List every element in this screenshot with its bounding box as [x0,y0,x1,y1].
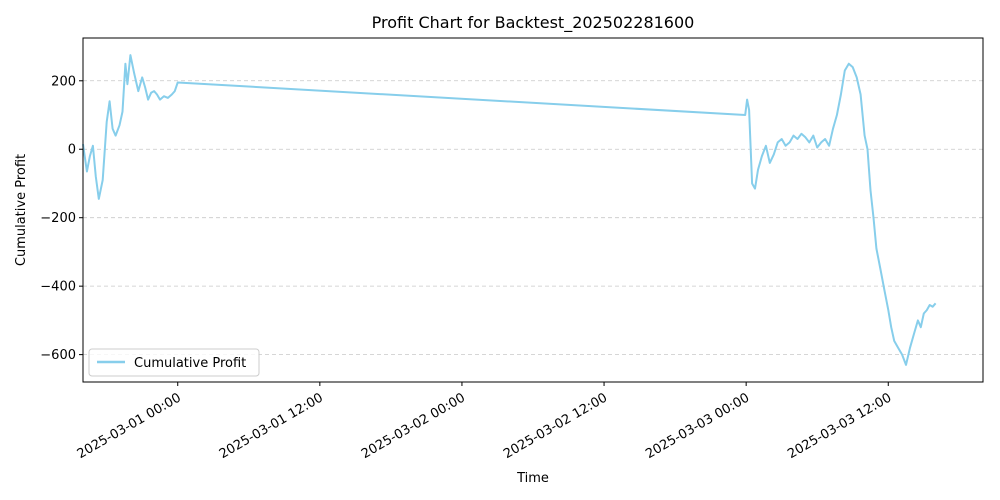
y-tick-label: 0 [68,143,76,158]
grid-layer [83,80,983,356]
y-tick-label: −600 [40,348,76,363]
legend: Cumulative Profit [88,348,260,377]
series-line-0 [82,54,937,366]
y-tick-label: 200 [51,74,76,89]
series-layer [82,54,937,366]
y-tick-label: −200 [40,211,76,226]
plot-frame [82,37,984,383]
y-axis: 200 0 −200 −400 −600 [40,74,83,363]
x-axis-label: Time [516,471,549,486]
y-tick-label: −400 [40,280,76,295]
y-axis-label: Cumulative Profit [14,154,29,266]
chart-title: Profit Chart for Backtest_202502281600 [372,13,695,33]
legend-label: Cumulative Profit [134,356,246,371]
legend-box [88,348,260,377]
